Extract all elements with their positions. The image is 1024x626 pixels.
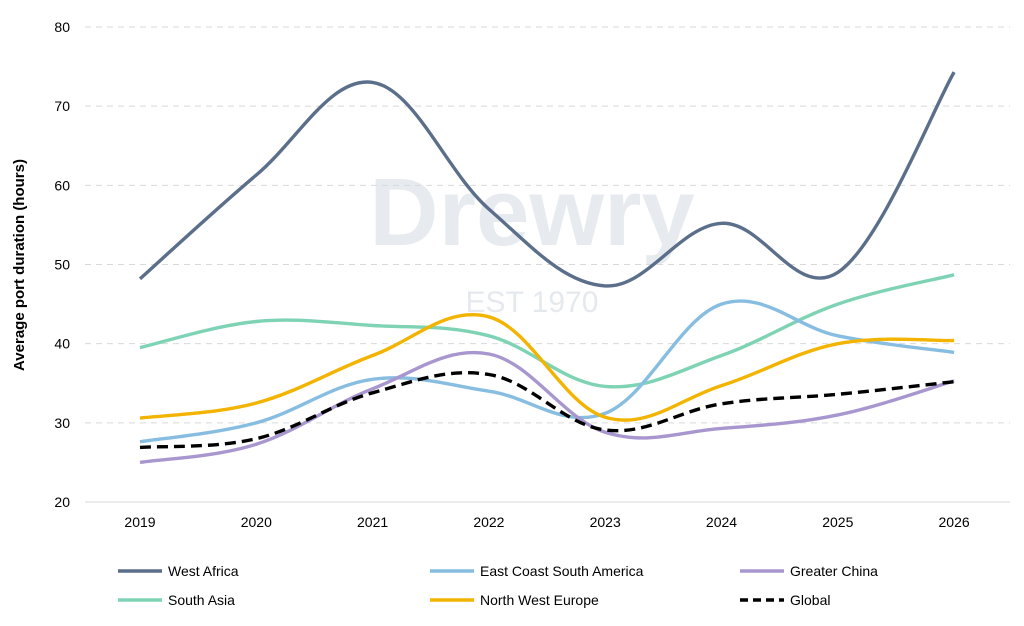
legend-label: South Asia xyxy=(168,592,235,608)
watermark-tagline: EST 1970 xyxy=(466,286,599,319)
x-tick-label: 2025 xyxy=(822,514,853,530)
x-tick-label: 2026 xyxy=(939,514,970,530)
series-line-east-coast-south-america xyxy=(139,299,955,444)
x-tick-label: 2024 xyxy=(706,514,737,530)
x-tick-label: 2020 xyxy=(241,514,272,530)
x-tick-label: 2019 xyxy=(124,514,155,530)
series-line-south-asia xyxy=(139,273,955,389)
series-line-global xyxy=(139,371,955,450)
y-tick-label: 50 xyxy=(54,257,70,273)
legend-item: South Asia xyxy=(118,592,235,608)
series-lines xyxy=(138,71,956,465)
watermark: Drewry EST 1970 xyxy=(369,159,695,319)
y-axis-title: Average port duration (hours) xyxy=(11,159,28,371)
legend-label: West Africa xyxy=(168,563,239,579)
legend-label: Global xyxy=(790,592,830,608)
legend: West Africa East Coast South America Great… xyxy=(118,563,878,608)
y-tick-label: 20 xyxy=(54,494,70,510)
legend-item: Greater China xyxy=(740,563,878,579)
series-line-north-west-europe xyxy=(139,313,955,422)
y-tick-label: 60 xyxy=(54,177,70,193)
grid-lines xyxy=(85,26,1010,424)
legend-item: West Africa xyxy=(118,563,239,579)
legend-item: Global xyxy=(740,592,830,608)
legend-item: North West Europe xyxy=(430,592,599,608)
legend-label: Greater China xyxy=(790,563,878,579)
legend-label: East Coast South America xyxy=(480,563,644,579)
legend-label: North West Europe xyxy=(480,592,599,608)
y-tick-label: 40 xyxy=(54,336,70,352)
y-tick-label: 30 xyxy=(54,415,70,431)
x-tick-label: 2022 xyxy=(473,514,504,530)
y-tick-label: 70 xyxy=(54,98,70,114)
axes: 20 30 40 50 60 70 80 2019 2020 2021 2022 2023 2024 20… xyxy=(54,19,1010,530)
y-tick-label: 80 xyxy=(54,19,70,35)
x-tick-label: 2023 xyxy=(590,514,621,530)
series-line-west-africa xyxy=(138,71,956,288)
x-tick-label: 2021 xyxy=(357,514,388,530)
legend-item: East Coast South America xyxy=(430,563,644,579)
series-line-greater-china xyxy=(139,351,955,465)
watermark-logo-text: Drewry xyxy=(369,159,695,266)
